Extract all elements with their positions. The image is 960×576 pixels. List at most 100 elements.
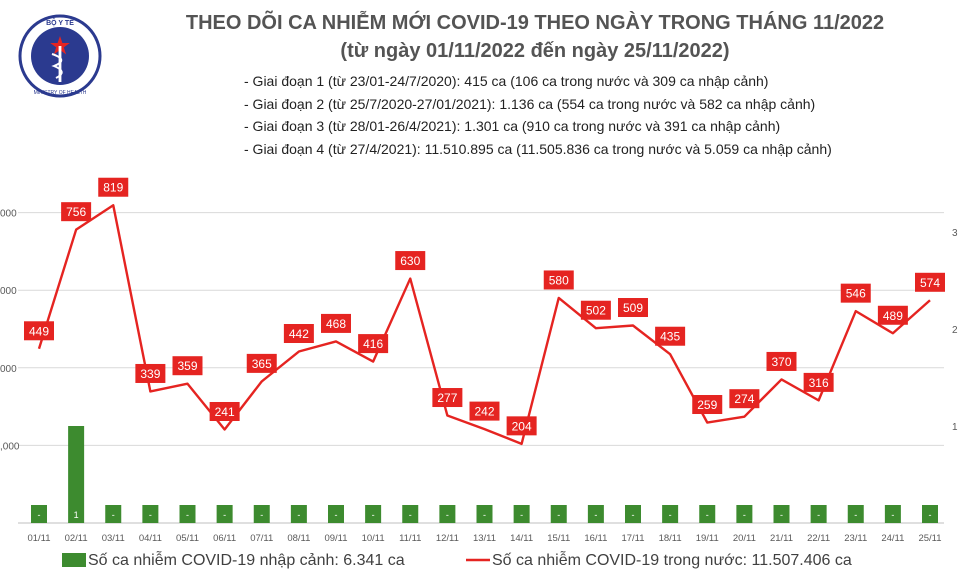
right-axis-tick-label: 2 [952, 325, 958, 336]
data-label: 489 [883, 309, 903, 323]
data-label: 574 [920, 276, 940, 290]
bar-imported-23/11 [847, 505, 864, 523]
x-tick-label: 16/11 [584, 533, 607, 544]
data-label-box [24, 321, 54, 341]
bar-imported-20/11 [736, 505, 753, 523]
data-label-box [729, 389, 760, 409]
bar-label: - [669, 510, 672, 520]
bar-imported-08/11 [290, 505, 307, 523]
bar-imported-16/11 [587, 505, 604, 523]
bar-imported-11/11 [402, 505, 419, 523]
line-domestic-cases [37, 204, 931, 446]
bar-imported-14/11 [513, 505, 530, 523]
data-label: 546 [846, 287, 866, 301]
bar-imported-19/11 [699, 505, 716, 523]
data-label: 435 [660, 330, 680, 344]
x-tick-label: 01/11 [27, 533, 50, 544]
phase-note-2: - Giai đoạn 2 (từ 25/7/2020-27/01/2021):… [244, 95, 816, 112]
phase-notes: - Giai đoạn 1 (từ 23/01-24/7/2020): 415 … [244, 70, 832, 160]
phase-note-1: - Giai đoạn 1 (từ 23/01-24/7/2020): 415 … [244, 73, 769, 89]
data-label: 502 [586, 304, 606, 318]
x-tick-label: 12/11 [436, 533, 459, 544]
right-axis-tick-label: 3 [952, 228, 958, 239]
data-label-box [98, 177, 129, 197]
x-tick-label: 05/11 [176, 533, 199, 544]
x-tick-label: 13/11 [473, 533, 496, 544]
bar-label: - [780, 510, 783, 520]
bar-imported-03/11 [105, 505, 122, 523]
legend-line-label: Số ca nhiễm COVID-19 trong nước: 11.507.… [492, 550, 852, 569]
phase-note-3: - Giai đoạn 3 (từ 28/01-26/4/2021): 1.30… [244, 118, 781, 134]
bar-label: - [186, 510, 189, 520]
bar-imported-21/11 [773, 505, 790, 523]
data-label-box [915, 272, 945, 292]
data-label-box [283, 324, 314, 344]
x-tick-label: 15/11 [547, 533, 570, 544]
data-label-box [135, 363, 166, 383]
bar-label: - [520, 510, 523, 520]
bar-label: - [929, 510, 932, 520]
data-label-box [61, 202, 92, 222]
legend-bar-swatch [62, 553, 86, 567]
data-label: 365 [252, 357, 272, 371]
data-label: 756 [66, 205, 86, 219]
data-label-box [172, 356, 203, 376]
data-label: 204 [512, 419, 532, 433]
x-tick-label: 20/11 [733, 533, 756, 544]
data-label-box [469, 401, 500, 421]
bar-label: - [854, 510, 857, 520]
bar-label: - [706, 510, 709, 520]
x-tick-label: 08/11 [287, 533, 310, 544]
data-label: 316 [809, 376, 829, 390]
left-axis-tick-label: 000 [0, 286, 17, 297]
bar-imported-01/11 [31, 505, 47, 523]
bar-label: - [446, 510, 449, 520]
data-label-box [506, 416, 537, 436]
bar-label: - [409, 510, 412, 520]
data-label-box [840, 283, 871, 303]
bar-label: - [260, 510, 263, 520]
x-tick-label: 22/11 [807, 533, 830, 544]
x-tick-label: 03/11 [102, 533, 125, 544]
bar-label: - [112, 510, 115, 520]
x-tick-label: 02/11 [65, 533, 88, 544]
x-tick-label: 11/11 [399, 533, 421, 544]
x-tick-label: 04/11 [139, 533, 162, 544]
left-axis-tick-label: ,000 [0, 441, 20, 452]
data-label-box [543, 270, 574, 290]
bar-imported-24/11 [884, 505, 901, 523]
bar-label: - [223, 510, 226, 520]
bar-label: - [297, 510, 300, 520]
x-tick-label: 18/11 [659, 533, 682, 544]
data-label-box [358, 334, 389, 354]
data-label-box [321, 313, 351, 333]
data-label: 242 [474, 405, 494, 419]
x-tick-label: 25/11 [918, 533, 941, 544]
right-axis-tick-label: 1 [952, 422, 958, 433]
bar-label: - [632, 510, 635, 520]
x-tick-label: 24/11 [881, 533, 904, 544]
bar-imported-07/11 [253, 505, 270, 523]
data-label: 449 [29, 324, 49, 338]
data-label-box [209, 401, 240, 421]
data-label-box [246, 353, 277, 373]
bar-label: - [483, 510, 486, 520]
data-label-box [877, 305, 908, 325]
bar-label: - [149, 510, 152, 520]
bar-imported-17/11 [625, 505, 641, 523]
data-label: 819 [103, 181, 123, 195]
phase-note-4: - Giai đoạn 4 (từ 27/4/2021): 11.510.895… [244, 140, 832, 157]
data-label: 416 [363, 337, 383, 351]
bar-label: 1 [74, 510, 79, 520]
x-tick-label: 09/11 [324, 533, 347, 544]
x-tick-label: 17/11 [621, 533, 644, 544]
data-label-box [655, 326, 686, 346]
data-label: 468 [326, 317, 346, 331]
bar-imported-04/11 [142, 505, 159, 523]
data-label-box [766, 351, 797, 371]
bar-imported-25/11 [922, 505, 938, 523]
x-tick-label: 19/11 [696, 533, 719, 544]
x-tick-label: 21/11 [770, 533, 793, 544]
ministry-of-health-logo: BỘ Y TẾ MINISTRY OF HEALTH [18, 14, 102, 98]
